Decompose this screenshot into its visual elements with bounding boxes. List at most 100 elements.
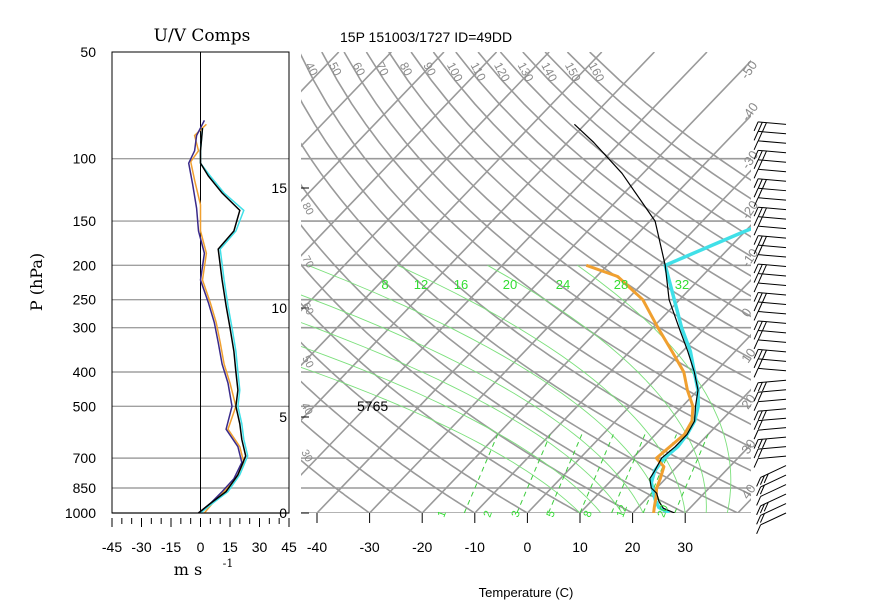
isotherm xyxy=(684,443,751,513)
dry-adiabat xyxy=(410,52,751,339)
uv-title: U/V Comps xyxy=(154,26,251,46)
left-adiabat-label: 60 xyxy=(299,301,315,317)
uv-y-tick-label: 400 xyxy=(73,364,97,380)
uv-series-line xyxy=(198,128,247,513)
isotherm-label: -50 xyxy=(737,58,760,82)
wind-barb xyxy=(753,263,787,275)
theta-label: 40 xyxy=(302,60,321,79)
isotherm xyxy=(632,388,751,513)
left-adiabat-label: 30 xyxy=(298,448,314,464)
wind-barb xyxy=(753,358,787,369)
wind-barb xyxy=(753,273,787,284)
dry-adiabat xyxy=(343,52,751,403)
uv-y-tick-label: 100 xyxy=(73,151,97,167)
moist-adiabat xyxy=(397,264,686,513)
isotherm xyxy=(301,52,550,312)
uv-x-tick-label: -45 xyxy=(102,539,122,555)
wind-barb xyxy=(753,367,787,378)
theta-label: 90 xyxy=(420,60,439,79)
moist-adiabat xyxy=(301,345,602,513)
height-tick-label: 0 xyxy=(279,505,287,521)
isotherm xyxy=(301,52,708,477)
wind-barb xyxy=(753,159,787,170)
mixing-ratio-label: 28 xyxy=(614,277,628,292)
skewt-mixing-ratio-labels: 8 12 16 20 24 28 32 xyxy=(381,277,689,292)
dry-adiabat xyxy=(301,380,477,513)
uv-y-tick-label: 850 xyxy=(73,480,97,496)
left-adiabat-label: 50 xyxy=(299,354,315,370)
wind-barb xyxy=(753,389,787,402)
left-adiabat-label: 70 xyxy=(299,254,315,270)
skewt-top-labels: 40 50 60 70 80 90 100 110 120 130 140 150 160 xyxy=(302,60,607,85)
bottom-mixing-label: 20 xyxy=(656,503,671,519)
uv-y-tick-label: 50 xyxy=(80,44,96,60)
dry-adiabat xyxy=(301,419,424,513)
wind-barbs xyxy=(753,121,787,535)
dry-adiabat xyxy=(301,459,372,513)
wind-barb xyxy=(756,465,787,487)
wind-barb xyxy=(753,455,787,468)
skewt-title: 15P 151003/1727 ID=49DD xyxy=(340,29,512,45)
wind-barb xyxy=(753,408,787,421)
isotherm-label: 30 xyxy=(738,436,759,456)
uv-x-axis-label: m s xyxy=(174,560,202,579)
dry-adiabat xyxy=(455,52,751,298)
moist-adiabat xyxy=(301,294,644,513)
dry-adiabat xyxy=(321,52,751,426)
height-tick-label: 10 xyxy=(271,300,287,316)
wind-barb xyxy=(753,225,787,236)
isotherm xyxy=(301,52,392,148)
dry-adiabat xyxy=(301,341,530,513)
uv-x-tick-label: 15 xyxy=(222,539,238,555)
isotherm xyxy=(301,52,445,203)
uv-series-group xyxy=(187,120,249,513)
isotherm xyxy=(474,224,751,513)
height-tick-label: 5 xyxy=(279,409,287,425)
wind-barb xyxy=(753,121,787,132)
wind-barb xyxy=(753,436,787,449)
mixing-ratio-label: 12 xyxy=(414,277,428,292)
uv-y-tick-label: 200 xyxy=(73,257,97,273)
wind-barb xyxy=(753,348,787,360)
isotherm-label: -40 xyxy=(738,100,761,124)
uv-y-tick-label: 700 xyxy=(73,450,97,466)
isotherm-label: 0 xyxy=(738,305,754,320)
isotherm-label: 40 xyxy=(738,481,759,501)
isotherm xyxy=(526,278,751,513)
uv-gridlines xyxy=(112,52,289,514)
isotherm xyxy=(301,52,498,257)
wind-barb xyxy=(753,446,787,459)
wind-barb xyxy=(753,329,787,341)
skewt-x-tick-label: 0 xyxy=(524,539,532,555)
bottom-mixing-label: 8 xyxy=(582,509,595,519)
wind-barb xyxy=(753,320,787,331)
uv-y-tick-label: 150 xyxy=(73,213,97,229)
dry-adiabat xyxy=(432,52,751,318)
wind-barb xyxy=(753,140,787,151)
uv-y-axis-label: P (hPa) xyxy=(27,253,46,311)
skewt-profiles xyxy=(573,123,751,513)
wind-barb xyxy=(753,310,787,321)
wind-barb xyxy=(753,244,787,255)
uv-x-tick-label: 0 xyxy=(197,539,205,555)
theta-label: 150 xyxy=(562,60,584,85)
dry-adiabat xyxy=(301,302,582,513)
wind-barb xyxy=(756,503,787,525)
theta-label: 160 xyxy=(586,60,608,85)
skewt-x-tick-label: 20 xyxy=(625,539,641,555)
uv-pressure-tick-labels: 50 100 150 200 250 300 400 500 700 850 1000 xyxy=(65,44,96,521)
skewt-left-labels: 30 40 50 60 70 80 xyxy=(298,201,315,464)
bottom-mixing-label: 3 xyxy=(510,509,523,519)
left-adiabat-label: 80 xyxy=(299,201,315,217)
uv-series-line xyxy=(189,123,245,513)
skewt-x-tick-label: 10 xyxy=(572,539,588,555)
skewt-x-tick-label: -20 xyxy=(412,539,432,555)
wind-barb xyxy=(756,484,787,506)
isotherm-label: 10 xyxy=(738,345,759,365)
uv-x-tick-label: -15 xyxy=(161,539,181,555)
mixing-ratio-line xyxy=(516,434,551,513)
moist-adiabat xyxy=(301,322,623,513)
